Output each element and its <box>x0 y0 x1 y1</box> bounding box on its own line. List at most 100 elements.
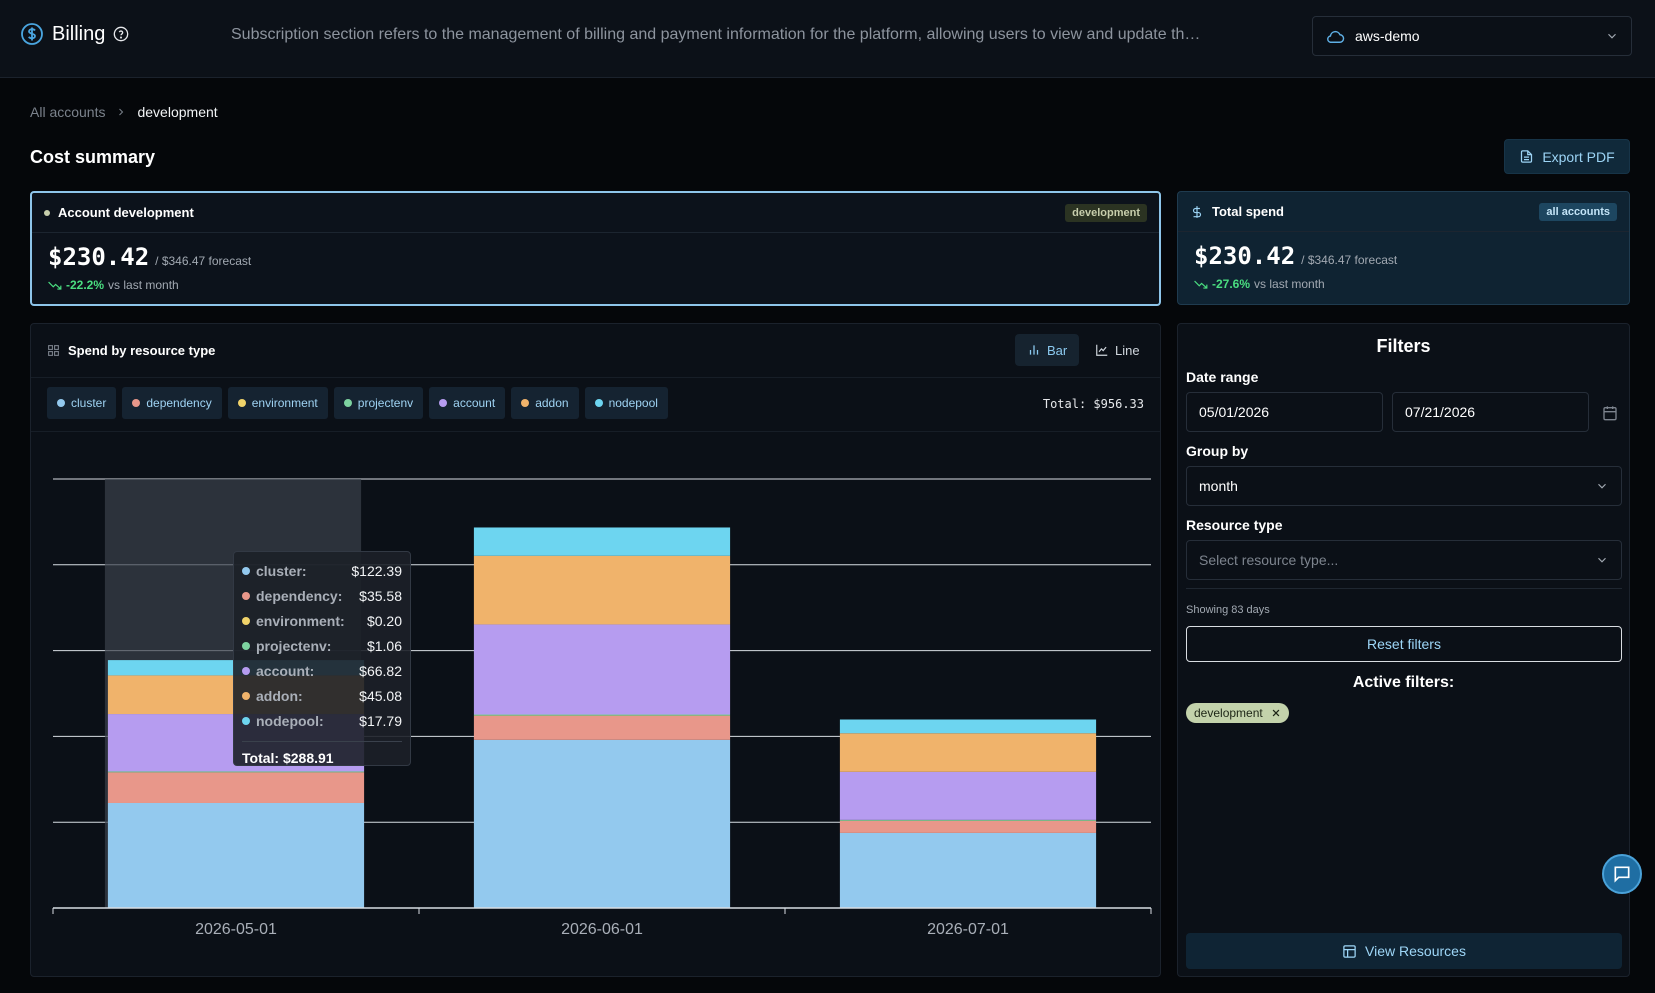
legend-dot <box>237 399 246 407</box>
total-spend-card: Total spend all accounts $230.42 / $346.… <box>1177 191 1630 305</box>
group-by-select[interactable]: month <box>1186 466 1622 506</box>
account-delta: -22.2% <box>66 278 105 292</box>
trending-down-icon <box>1194 279 1208 289</box>
bar-view-toggle[interactable]: Bar <box>1015 334 1080 366</box>
tooltip-row: cluster: $122.39 <box>242 558 402 583</box>
line-view-toggle[interactable]: Line <box>1083 334 1152 366</box>
legend-dot <box>343 399 352 407</box>
tooltip-row: addon: $45.08 <box>242 683 402 708</box>
view-resources-label: View Resources <box>1365 943 1466 959</box>
account-summary-card: Account development development $230.42 … <box>30 191 1161 306</box>
bar-segment-dependency[interactable] <box>839 820 1097 833</box>
breadcrumb-current: development <box>137 104 218 120</box>
legend-item-dependency[interactable]: dependency <box>122 387 222 419</box>
help-circle-icon[interactable] <box>113 26 129 42</box>
chevron-right-icon <box>115 106 127 118</box>
start-date-input[interactable]: 05/01/2026 <box>1186 392 1383 432</box>
reset-filters-button[interactable]: Reset filters <box>1186 626 1622 662</box>
breadcrumb-all-accounts[interactable]: All accounts <box>30 104 106 120</box>
tooltip-row: nodepool: $17.79 <box>242 708 402 733</box>
x-tick-label: 2026-07-01 <box>927 921 1009 938</box>
bar-segment-projectenv[interactable] <box>473 714 731 716</box>
close-icon[interactable] <box>1271 708 1281 718</box>
tooltip-row-value: $45.08 <box>359 687 402 704</box>
tooltip-row-name: nodepool: <box>256 712 324 729</box>
bar-segment-account[interactable] <box>473 624 731 715</box>
filters-title: Filters <box>1376 336 1431 356</box>
end-date-input[interactable]: 07/21/2026 <box>1392 392 1589 432</box>
tooltip-row-value: $66.82 <box>359 662 402 679</box>
active-filter-tag: development <box>1186 703 1289 723</box>
file-text-icon <box>1519 149 1534 164</box>
tooltip-row-name: projectenv: <box>256 637 332 654</box>
resource-type-select[interactable]: Select resource type... <box>1186 540 1622 580</box>
total-delta-suffix: vs last month <box>1254 277 1325 291</box>
bar-segment-dependency[interactable] <box>107 772 365 803</box>
export-pdf-button[interactable]: Export PDF <box>1504 139 1630 174</box>
tooltip-row-name: addon: <box>256 687 303 704</box>
table-icon <box>1342 944 1357 959</box>
tooltip-dot <box>242 591 250 600</box>
legend-label: environment <box>251 396 318 410</box>
legend-item-environment[interactable]: environment <box>227 387 328 419</box>
total-forecast: / $346.47 forecast <box>1301 253 1398 267</box>
brand: Billing <box>20 22 129 46</box>
dollar-circle-icon <box>20 22 44 46</box>
spend-chart-panel: Spend by resource type Bar Line cluster d… <box>30 323 1161 977</box>
bar-segment-dependency[interactable] <box>473 715 731 740</box>
chart-tooltip: cluster: $122.39 dependency: $35.58 environm… <box>233 551 411 766</box>
legend-dot <box>132 399 141 407</box>
bar-segment-projectenv[interactable] <box>839 819 1097 821</box>
line-view-label: Line <box>1115 342 1140 358</box>
bar-chart-icon <box>1027 343 1041 357</box>
calendar-icon[interactable] <box>1602 405 1618 421</box>
bar-segment-account[interactable] <box>839 771 1097 820</box>
tooltip-row: environment: $0.20 <box>242 608 402 633</box>
chat-button[interactable] <box>1602 854 1642 894</box>
x-tick-label: 2026-06-01 <box>561 921 643 938</box>
tooltip-dot <box>242 641 250 650</box>
legend-item-account[interactable]: account <box>429 387 506 419</box>
total-badge: all accounts <box>1539 202 1617 221</box>
dollar-icon <box>1190 205 1204 219</box>
bar-segment-nodepool[interactable] <box>473 527 731 556</box>
grid-icon <box>47 344 60 357</box>
bar-view-label: Bar <box>1047 342 1068 358</box>
account-amount: $230.42 <box>48 243 150 271</box>
group-by-value: month <box>1199 478 1238 494</box>
account-selector[interactable]: aws-demo <box>1312 16 1632 56</box>
account-badge: development <box>1065 203 1147 222</box>
legend-item-addon[interactable]: addon <box>511 387 579 419</box>
legend-label: account <box>453 396 496 410</box>
bar-segment-nodepool[interactable] <box>839 719 1097 734</box>
bar-segment-cluster[interactable] <box>839 832 1097 908</box>
bar-segment-cluster[interactable] <box>473 739 731 908</box>
tooltip-dot <box>242 716 250 725</box>
chevron-down-icon <box>1595 553 1609 567</box>
bar-segment-projectenv[interactable] <box>107 771 365 773</box>
legend-item-cluster[interactable]: cluster <box>47 387 117 419</box>
account-amount-row: $230.42 / $346.47 forecast <box>48 243 251 271</box>
tooltip-row-value: $0.20 <box>366 612 402 629</box>
tooltip-row-value: $17.79 <box>359 712 402 729</box>
bar-segment-addon[interactable] <box>473 555 731 625</box>
legend-item-nodepool[interactable]: nodepool <box>584 387 668 419</box>
legend-label: projectenv <box>357 396 414 410</box>
tooltip-row-value: $122.39 <box>351 562 402 579</box>
account-card-title: Account development <box>58 205 194 220</box>
chart-header: Spend by resource type Bar Line <box>31 324 1160 378</box>
tooltip-row-name: environment: <box>256 612 345 629</box>
bar-segment-cluster[interactable] <box>107 802 365 908</box>
end-date-value: 07/21/2026 <box>1405 404 1476 420</box>
legend-label: dependency <box>146 396 212 410</box>
view-resources-button[interactable]: View Resources <box>1186 933 1622 969</box>
bar-segment-addon[interactable] <box>839 733 1097 772</box>
account-status-dot <box>44 209 50 216</box>
total-amount-row: $230.42 / $346.47 forecast <box>1194 242 1397 270</box>
legend-item-projectenv[interactable]: projectenv <box>333 387 424 419</box>
tooltip-row-name: cluster: <box>256 562 307 579</box>
tooltip-row-name: account: <box>256 662 315 679</box>
chart-title: Spend by resource type <box>68 343 216 358</box>
active-filter-tag-label: development <box>1194 706 1263 720</box>
cloud-icon <box>1325 28 1345 44</box>
